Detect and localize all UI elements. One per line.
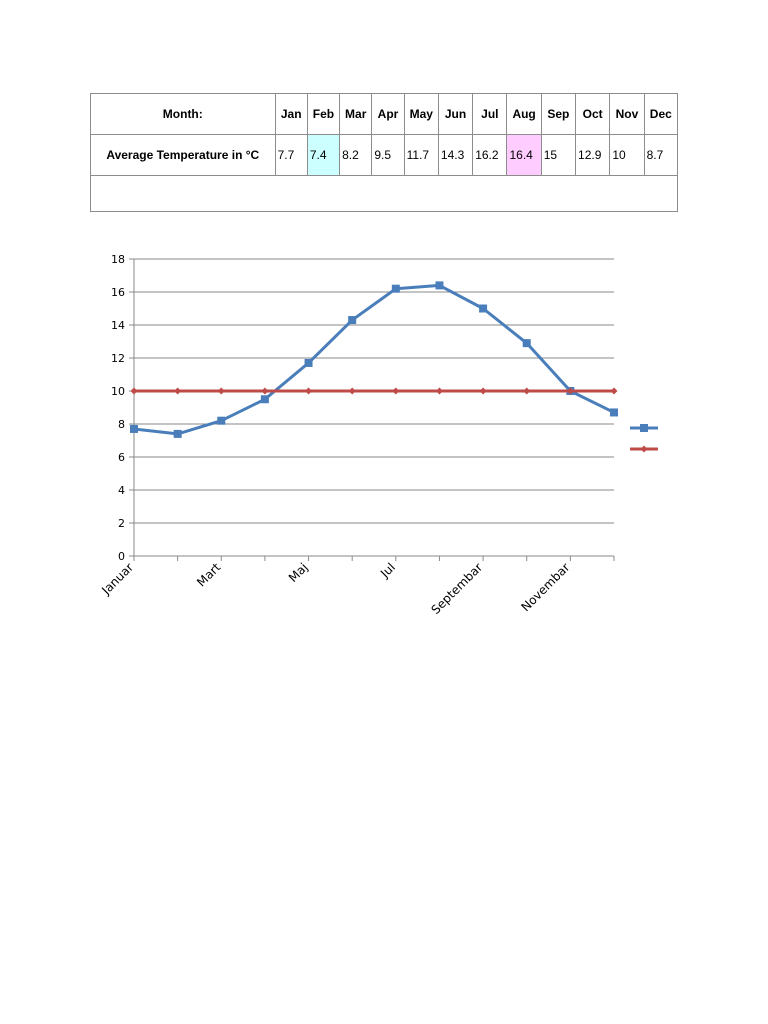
month-header-cell: Nov <box>609 93 645 135</box>
data-point-marker <box>479 304 488 313</box>
table-blank-row <box>90 175 678 212</box>
x-axis-tick-labels: Januar Mart Maj Jul Septembar Novembar <box>98 560 572 617</box>
x-tick-label: Jul <box>377 560 398 581</box>
temperature-value-cell: 12.9 <box>575 134 611 176</box>
data-point-marker <box>523 387 531 395</box>
month-header-cell: May <box>403 93 439 135</box>
data-point-marker <box>610 387 618 395</box>
y-axis-tick-labels: 0 2 4 6 8 10 12 14 16 18 <box>111 253 125 563</box>
data-point-marker <box>261 387 269 395</box>
chart-axes <box>129 258 615 561</box>
month-label: Month: <box>90 93 276 135</box>
month-header-cell: Jan <box>274 93 308 135</box>
data-point-marker <box>304 358 313 367</box>
chart-legend <box>630 424 658 453</box>
x-tick-label: Septembar <box>428 560 485 617</box>
y-tick-label: 8 <box>118 418 125 431</box>
data-point-marker <box>217 416 226 425</box>
x-tick-label: Januar <box>98 560 136 598</box>
y-tick-label: 16 <box>111 286 125 299</box>
month-header-cell: Jul <box>472 93 508 135</box>
temperature-table: Month: Jan Feb Mar Apr May Jun Jul Aug S… <box>90 93 679 212</box>
chart-series <box>130 281 618 438</box>
data-point-marker <box>305 387 313 395</box>
temperature-value-cell: 9.5 <box>371 134 405 176</box>
y-tick-label: 2 <box>118 517 125 530</box>
y-tick-label: 12 <box>111 352 125 365</box>
data-point-marker <box>348 387 356 395</box>
temperature-line-chart: 0 2 4 6 8 10 12 14 16 18 Januar Mart Maj Jul Septemba… <box>98 253 658 617</box>
data-point-marker <box>130 424 138 433</box>
data-point-marker <box>435 387 443 395</box>
series-line-1 <box>133 283 615 436</box>
temperature-value-cell-max: 16.4 <box>506 134 542 176</box>
month-header-cell: Jun <box>437 93 474 135</box>
data-point-marker <box>173 429 182 438</box>
data-point-marker <box>391 284 400 293</box>
data-point-marker <box>130 387 138 395</box>
data-point-marker <box>610 408 618 417</box>
legend-marker-2 <box>640 445 648 453</box>
month-header-cell: Aug <box>506 93 542 135</box>
data-point-marker <box>260 395 269 404</box>
month-header-cell: Feb <box>306 93 341 135</box>
month-header-cell: Mar <box>339 93 373 135</box>
average-temperature-label: Average Temperature in °C <box>90 134 276 176</box>
month-header-cell: Sep <box>540 93 577 135</box>
data-point-marker <box>479 387 487 395</box>
x-tick-label: Mart <box>194 560 223 589</box>
data-point-marker <box>522 339 531 348</box>
x-tick-label: Novembar <box>518 560 572 614</box>
temperature-value-cell: 11.7 <box>403 134 439 176</box>
data-point-marker <box>174 387 182 395</box>
y-tick-label: 18 <box>111 253 125 266</box>
data-point-marker <box>392 387 400 395</box>
x-tick-label: Maj <box>286 560 311 585</box>
temperature-value-cell: 10 <box>609 134 645 176</box>
temperature-value-cell: 8.2 <box>339 134 373 176</box>
y-tick-label: 4 <box>118 484 125 497</box>
empty-cell <box>90 175 678 212</box>
y-tick-label: 6 <box>118 451 125 464</box>
temperature-value-cell-min: 7.4 <box>306 134 341 176</box>
data-point-marker <box>217 387 225 395</box>
y-tick-label: 14 <box>111 319 125 332</box>
temperature-value-cell: 14.3 <box>437 134 474 176</box>
temperature-value-cell: 8.7 <box>643 134 679 176</box>
month-header-cell: Oct <box>575 93 611 135</box>
temperature-value-cell: 15 <box>540 134 577 176</box>
data-point-marker <box>435 281 444 290</box>
data-point-marker <box>566 387 574 395</box>
month-header-cell: Dec <box>643 93 679 135</box>
data-point-marker <box>348 316 357 325</box>
month-header-cell: Apr <box>371 93 405 135</box>
table-header-row: Month: Jan Feb Mar Apr May Jun Jul Aug S… <box>90 93 679 135</box>
temperature-value-cell: 16.2 <box>472 134 508 176</box>
table-value-row: Average Temperature in °C 7.7 7.4 8.2 9.… <box>90 134 679 176</box>
y-tick-label: 10 <box>111 385 125 398</box>
temperature-value-cell: 7.7 <box>274 134 308 176</box>
y-tick-label: 0 <box>118 550 125 563</box>
legend-marker-1 <box>640 424 648 432</box>
